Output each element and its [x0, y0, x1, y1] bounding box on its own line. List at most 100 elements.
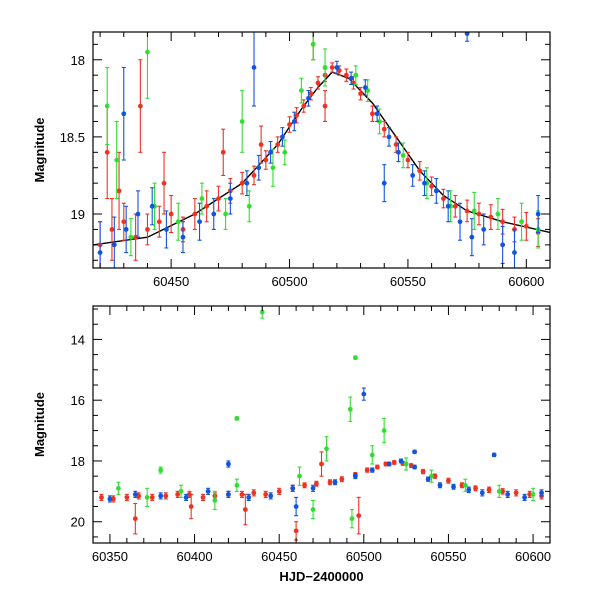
- data-point-blue: [227, 196, 233, 201]
- data-point-red: [161, 180, 167, 186]
- data-point-red: [446, 478, 451, 484]
- data-point-blue: [123, 227, 129, 232]
- data-point-blue: [481, 227, 487, 232]
- x-tick-label: 60600: [508, 274, 544, 289]
- data-point-red: [109, 227, 115, 232]
- data-point-red: [417, 168, 423, 174]
- data-point-blue: [361, 391, 367, 397]
- data-point-blue: [505, 491, 511, 497]
- data-point-red: [319, 461, 324, 467]
- data-point-red: [500, 488, 506, 494]
- data-point-blue: [251, 65, 257, 70]
- data-point-blue: [362, 85, 368, 90]
- data-point-blue: [386, 461, 392, 467]
- data-point-green: [178, 488, 184, 494]
- data-point-blue: [464, 32, 470, 36]
- data-point-red: [116, 188, 122, 194]
- data-point-red: [216, 196, 221, 201]
- data-point-blue: [334, 65, 340, 70]
- data-point-red: [488, 214, 494, 220]
- data-point-red: [405, 157, 411, 163]
- data-point-blue: [457, 219, 463, 225]
- data-point-red: [293, 528, 299, 534]
- data-point-blue: [412, 464, 417, 470]
- y-axis-label: Magnitude: [32, 118, 47, 183]
- data-point-red: [527, 491, 533, 497]
- data-point-blue: [291, 119, 297, 124]
- data-point-blue: [211, 211, 217, 217]
- data-point-blue: [226, 461, 231, 467]
- data-point-blue: [149, 203, 155, 209]
- data-point-red: [513, 490, 519, 496]
- data-point-blue: [381, 180, 387, 186]
- data-point-green: [144, 495, 150, 500]
- data-point-green: [259, 309, 265, 315]
- data-point-blue: [425, 476, 431, 482]
- data-point-red: [251, 173, 257, 178]
- data-point-red: [327, 479, 333, 485]
- data-point-green: [403, 461, 409, 467]
- data-point-green: [282, 149, 288, 155]
- data-point-red: [329, 65, 335, 70]
- data-point-green: [234, 416, 240, 421]
- data-point-blue: [410, 173, 416, 178]
- data-point-red: [168, 211, 174, 217]
- data-point-green: [104, 103, 110, 109]
- data-point-green: [310, 41, 316, 47]
- data-point-red: [188, 504, 194, 509]
- data-point-green: [270, 165, 276, 171]
- data-point-blue: [293, 504, 299, 509]
- data-point-red: [302, 482, 307, 488]
- data-point-red: [476, 211, 482, 217]
- data-point-red: [459, 482, 465, 488]
- data-point-red: [104, 149, 110, 155]
- data-point-red: [429, 183, 435, 189]
- data-point-blue: [433, 188, 439, 194]
- x-tick-label: 60550: [390, 274, 426, 289]
- data-point-blue: [135, 211, 141, 217]
- data-point-green: [199, 196, 205, 201]
- data-point-green: [324, 446, 329, 452]
- data-point-green: [158, 467, 164, 473]
- data-point-green: [322, 65, 328, 70]
- data-point-green: [349, 516, 355, 522]
- data-point-green: [530, 491, 536, 497]
- data-point-red: [99, 495, 104, 500]
- data-point-green: [212, 498, 218, 503]
- data-point-blue: [268, 149, 273, 155]
- data-point-green: [310, 507, 316, 512]
- plot-area: [99, 306, 544, 541]
- data-point-blue: [97, 250, 103, 255]
- data-point-blue: [412, 449, 417, 455]
- data-point-blue: [422, 180, 427, 186]
- data-point-red: [110, 496, 116, 502]
- data-point-red: [500, 219, 506, 225]
- data-point-red: [175, 491, 181, 497]
- data-point-blue: [352, 473, 358, 479]
- data-point-blue: [107, 496, 113, 502]
- data-point-green: [298, 88, 304, 94]
- data-point-red: [239, 491, 245, 497]
- data-point-green: [377, 119, 382, 124]
- y-tick-label: 19: [71, 207, 85, 222]
- data-point-green: [495, 211, 501, 217]
- data-point-red: [358, 91, 363, 97]
- data-point-red: [275, 142, 281, 148]
- x-tick-label: 60500: [346, 549, 382, 564]
- data-point-blue: [437, 482, 443, 488]
- data-point-blue: [183, 495, 189, 500]
- data-point-red: [263, 157, 269, 163]
- data-point-red: [339, 476, 345, 482]
- top-light-curve-panel: 60450 60500 60550 60600 18 18.5 19 Magnitude: [32, 31, 551, 289]
- data-point-red: [374, 464, 380, 470]
- x-tick-label: 60400: [176, 549, 212, 564]
- y-tick-label: 16: [71, 393, 85, 408]
- data-point-red: [124, 495, 130, 500]
- data-point-red: [301, 103, 307, 109]
- data-point-red: [263, 491, 269, 497]
- data-point-green: [353, 72, 359, 78]
- data-point-red: [192, 211, 198, 217]
- data-point-green: [519, 219, 524, 225]
- data-point-red: [287, 122, 292, 127]
- data-point-green: [352, 355, 358, 361]
